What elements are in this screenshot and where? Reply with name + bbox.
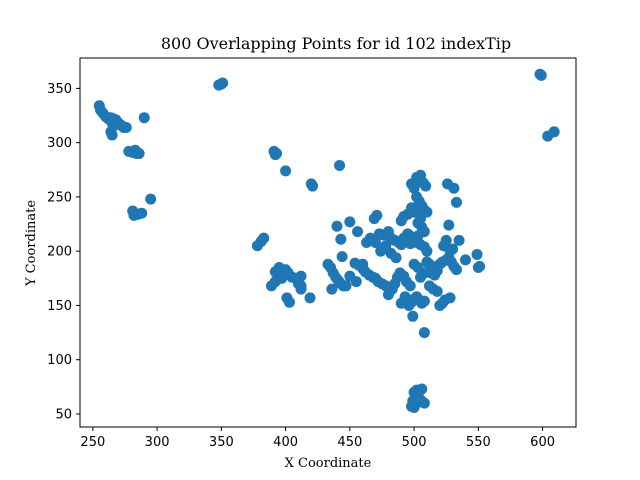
scatter-point [453, 234, 465, 246]
x-tick-label: 250 [80, 435, 105, 450]
x-tick-label: 450 [337, 435, 362, 450]
scatter-point [471, 248, 483, 260]
scatter-point [357, 258, 369, 270]
scatter-point [448, 182, 460, 194]
scatter-point [326, 283, 338, 295]
scatter-point [404, 238, 416, 250]
y-tick-label: 200 [47, 245, 72, 260]
scatter-point [145, 193, 157, 205]
y-tick-label: 250 [47, 190, 72, 205]
scatter-point [371, 209, 383, 221]
scatter-point [418, 295, 430, 307]
chart-title: 800 Overlapping Points for id 102 indexT… [161, 34, 511, 53]
y-tick-label: 100 [47, 353, 72, 368]
y-tick-label: 300 [47, 136, 72, 151]
y-tick-label: 350 [47, 82, 72, 97]
scatter-point [352, 226, 364, 238]
scatter-point [295, 283, 307, 295]
scatter-point [350, 276, 362, 288]
scatter-point [407, 310, 419, 322]
scatter-point [429, 269, 441, 281]
scatter-point [335, 233, 347, 245]
scatter-point [277, 265, 289, 277]
scatter-point [336, 251, 348, 263]
scatter-point [370, 237, 382, 248]
scatter-point [418, 397, 430, 409]
y-axis-label: Y Coordinate [24, 200, 39, 287]
scatter-point [106, 129, 118, 141]
scatter-point [120, 121, 132, 133]
scatter-point [408, 258, 420, 270]
x-axis: 250 300 350 400 450 500 550 600 [80, 427, 555, 450]
plot-frame [79, 57, 577, 428]
y-tick-label: 50 [55, 407, 72, 422]
scatter-point [548, 126, 560, 138]
y-axis: 50 100 150 200 250 300 350 [47, 82, 80, 422]
scatter-point [138, 112, 150, 124]
scatter-point [418, 327, 430, 339]
x-axis-label: X Coordinate [285, 456, 372, 471]
x-tick-label: 550 [466, 435, 491, 450]
scatter-point [404, 280, 416, 292]
scatter-point [217, 77, 229, 89]
scatter-point [344, 216, 356, 228]
scatter-point [304, 292, 316, 304]
scatter-point [420, 180, 432, 192]
scatter-point [535, 69, 547, 81]
scatter-point [459, 254, 471, 266]
scatter-point [307, 180, 319, 192]
scatter-point [474, 260, 486, 272]
x-tick-label: 400 [273, 435, 298, 450]
x-tick-label: 350 [209, 435, 234, 450]
scatter-point [386, 283, 398, 295]
x-tick-label: 500 [402, 435, 427, 450]
scatter-point [269, 276, 281, 288]
scatter-point [295, 270, 307, 282]
x-tick-label: 300 [145, 435, 170, 450]
x-tick-label: 600 [530, 435, 555, 450]
scatter-point [415, 213, 427, 225]
y-tick-label: 150 [47, 299, 72, 314]
scatter-point [443, 219, 455, 231]
scatter-point [269, 149, 281, 161]
scatter-point [283, 296, 295, 308]
scatter-point [395, 215, 407, 227]
scatter-point [380, 240, 392, 252]
scatter-point [447, 243, 459, 255]
scatter-point [390, 252, 402, 264]
scatter-point [451, 196, 462, 208]
scatter-point [431, 285, 443, 297]
scatter-point [421, 245, 433, 257]
scatter-point [136, 207, 148, 219]
scatter-point [451, 264, 462, 276]
scatter-point [258, 232, 270, 244]
scatter-point [416, 383, 428, 395]
scatter-point [340, 280, 352, 292]
scatter-point [280, 165, 292, 177]
points-layer [93, 68, 560, 413]
scatter-point [129, 144, 141, 156]
scatter-point [408, 182, 420, 194]
scatter-point [331, 220, 343, 232]
scatter-point [334, 159, 346, 171]
scatter-point [399, 291, 411, 303]
scatter-point [444, 292, 456, 304]
